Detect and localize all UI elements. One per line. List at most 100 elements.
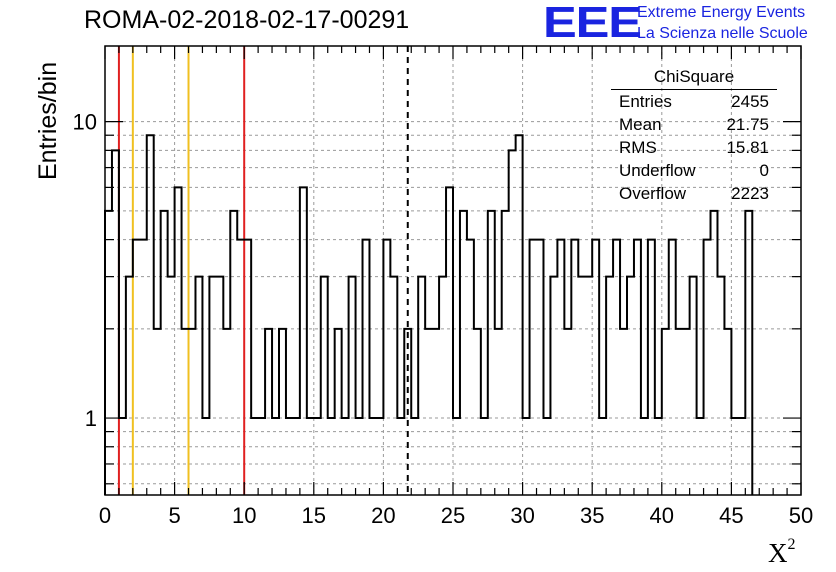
histogram-bin bbox=[474, 329, 481, 495]
histogram-bin bbox=[105, 211, 112, 495]
histogram-bin bbox=[717, 277, 724, 495]
histogram-bin bbox=[175, 187, 182, 495]
stats-divider bbox=[611, 89, 777, 90]
histogram-bin bbox=[230, 211, 237, 495]
histogram-bin bbox=[697, 418, 704, 495]
histogram-bin bbox=[523, 418, 530, 495]
histogram-outline bbox=[104, 134, 754, 495]
stats-value: 2223 bbox=[731, 184, 769, 203]
histogram-bin bbox=[182, 329, 189, 495]
histogram-bin bbox=[314, 418, 321, 495]
histogram-bin bbox=[571, 240, 578, 495]
histogram-bin bbox=[383, 240, 390, 495]
histogram-bin bbox=[655, 418, 662, 495]
histogram-bin bbox=[711, 211, 718, 495]
histogram-bin bbox=[425, 329, 432, 495]
histogram-bin bbox=[237, 240, 244, 495]
x-tick-label: 20 bbox=[371, 503, 395, 528]
histogram-bin bbox=[404, 329, 411, 495]
histogram-bin bbox=[446, 187, 453, 495]
stats-value: 0 bbox=[759, 161, 769, 180]
histogram-bin bbox=[683, 329, 690, 495]
chart-title: ROMA-02-2018-02-17-00291 bbox=[84, 6, 410, 34]
histogram-bin bbox=[613, 240, 620, 495]
histogram-bin bbox=[662, 329, 669, 495]
x-tick-label: 45 bbox=[719, 503, 743, 528]
histogram-bin bbox=[439, 277, 446, 495]
histogram-bin bbox=[335, 329, 342, 495]
histogram-bin bbox=[133, 240, 140, 495]
stats-label: Entries bbox=[619, 92, 672, 111]
histogram-bin bbox=[154, 329, 161, 495]
x-axis-label: X2 bbox=[768, 536, 796, 568]
logo-mark: EEE bbox=[543, 0, 642, 47]
stats-label: RMS bbox=[619, 138, 657, 157]
histogram-bin bbox=[265, 329, 272, 495]
axes bbox=[104, 45, 802, 496]
stats-value: 2455 bbox=[731, 92, 769, 111]
histogram-bin bbox=[251, 418, 258, 495]
histogram-bin bbox=[724, 329, 731, 495]
histogram-bin bbox=[502, 211, 509, 495]
histogram-bin bbox=[676, 329, 683, 495]
histogram-bin bbox=[627, 277, 634, 495]
x-tick-label: 40 bbox=[650, 503, 674, 528]
histogram-bin bbox=[112, 150, 119, 495]
histogram-bin bbox=[467, 240, 474, 495]
histogram-bin bbox=[738, 418, 745, 495]
stats-value: 15.81 bbox=[726, 138, 769, 157]
histogram-bin bbox=[119, 418, 126, 495]
histogram-bin bbox=[516, 135, 523, 495]
histogram-bin bbox=[620, 329, 627, 495]
x-tick-label: 5 bbox=[168, 503, 180, 528]
histogram-bin bbox=[543, 418, 550, 495]
histogram-bin bbox=[648, 240, 655, 495]
histogram-bin bbox=[189, 329, 196, 495]
histogram-bin bbox=[745, 211, 752, 495]
y-axis-label-wrap: Entries/bin bbox=[6, 62, 62, 180]
stats-title: ChiSquare bbox=[653, 67, 735, 86]
histogram-bin bbox=[564, 329, 571, 495]
histogram-bin bbox=[223, 329, 230, 495]
y-tick-label: 1 bbox=[85, 406, 97, 431]
histogram bbox=[104, 134, 754, 495]
histogram-bin bbox=[530, 240, 537, 495]
x-tick-label: 10 bbox=[232, 503, 256, 528]
histogram-bin bbox=[202, 418, 209, 495]
histogram-bin bbox=[669, 240, 676, 495]
stats-box: ChiSquare Entries 2455 Mean 21.75 RMS 15… bbox=[611, 67, 777, 215]
stats-row: Mean 21.75 bbox=[619, 115, 769, 138]
histogram-bin bbox=[356, 418, 363, 495]
histogram-bin bbox=[369, 418, 376, 495]
histogram-bin bbox=[550, 277, 557, 495]
histogram-bin bbox=[126, 277, 133, 495]
y-tick-label: 10 bbox=[73, 110, 97, 135]
x-tick-label: 25 bbox=[441, 503, 465, 528]
stats-row: Underflow 0 bbox=[619, 161, 769, 184]
histogram-bin bbox=[418, 277, 425, 495]
histogram-bin bbox=[731, 418, 738, 495]
histogram-bin bbox=[321, 277, 328, 495]
histogram-bin bbox=[258, 418, 265, 495]
histogram-bin bbox=[432, 329, 439, 495]
histogram-bin bbox=[641, 418, 648, 495]
histogram-bin bbox=[606, 277, 613, 495]
histogram-bin bbox=[168, 277, 175, 495]
histogram-bin bbox=[216, 277, 223, 495]
histogram-bin bbox=[634, 240, 641, 495]
histogram-bin bbox=[161, 211, 168, 495]
histogram-bin bbox=[599, 418, 606, 495]
logo-line-2: La Scienza nelle Scuole bbox=[637, 25, 808, 42]
histogram-bin bbox=[376, 418, 383, 495]
histogram-bin bbox=[585, 277, 592, 495]
histogram-bin bbox=[495, 329, 502, 495]
histogram-bin bbox=[411, 418, 418, 495]
histogram-bin bbox=[349, 277, 356, 495]
histogram-bin bbox=[397, 418, 404, 495]
histogram-bin bbox=[272, 418, 279, 495]
histogram-bin bbox=[481, 418, 488, 495]
stats-row: RMS 15.81 bbox=[619, 138, 769, 161]
stats-row: Overflow 2223 bbox=[619, 184, 769, 207]
histogram-bin bbox=[488, 211, 495, 495]
